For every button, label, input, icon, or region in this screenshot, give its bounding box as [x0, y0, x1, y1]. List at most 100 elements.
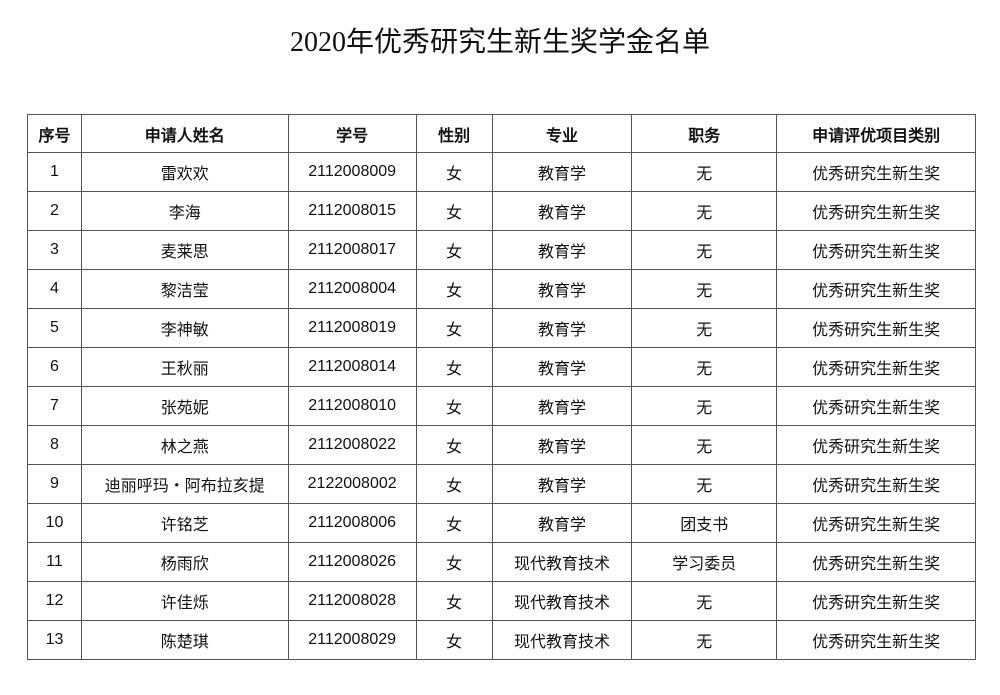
cell-category: 优秀研究生新生奖 [776, 269, 976, 309]
table-row: 1 雷欢欢 2112008009 女教育学无优秀研究生新生奖 [27, 152, 976, 192]
cell-index: 6 [27, 347, 82, 387]
cell-major: 教育学 [491, 347, 633, 387]
cell-student-id: 2112008014 [287, 347, 417, 387]
cell-category: 优秀研究生新生奖 [776, 464, 976, 504]
cell-position: 无 [631, 620, 778, 660]
cell-student-id: 2112008019 [287, 308, 417, 348]
cell-student-id: 2112008026 [287, 542, 417, 582]
cell-student-id: 2112008017 [287, 230, 417, 270]
cell-student-id: 2112008009 [287, 152, 417, 192]
table-row: 5 李神敏 2112008019 女教育学无优秀研究生新生奖 [27, 308, 976, 348]
page-title: 2020年优秀研究生新生奖学金名单 [289, 27, 710, 58]
cell-name: 李海 [80, 191, 289, 231]
cell-major: 现代教育技术 [491, 542, 633, 582]
cell-position: 无 [631, 581, 778, 621]
cell-student-id: 2112008022 [287, 425, 417, 465]
cell-major: 现代教育技术 [491, 620, 633, 660]
cell-major: 教育学 [491, 425, 633, 465]
cell-name: 许佳烁 [80, 581, 289, 621]
cell-major: 教育学 [491, 152, 633, 192]
cell-index: 11 [27, 542, 82, 582]
cell-position: 无 [631, 152, 778, 192]
cell-index: 8 [27, 425, 82, 465]
cell-name: 杨雨欣 [80, 542, 289, 582]
cell-name: 迪丽呼玛・阿布拉亥提 [80, 464, 289, 504]
scholarship-table: 序号 申请人姓名 学号 性别 专业 职务 申请评优项目类别 1 雷欢欢 2112008009 女教… [27, 114, 976, 660]
header-col-position: 职务 [631, 114, 778, 153]
table-row: 8 林之燕 2112008022 女教育学无优秀研究生新生奖 [27, 425, 976, 465]
cell-gender: 女 [415, 542, 493, 582]
cell-category: 优秀研究生新生奖 [776, 581, 976, 621]
cell-index: 13 [27, 620, 82, 660]
cell-position: 学习委员 [631, 542, 778, 582]
cell-gender: 女 [415, 152, 493, 192]
cell-gender: 女 [415, 308, 493, 348]
cell-index: 2 [27, 191, 82, 231]
cell-position: 无 [631, 386, 778, 426]
cell-gender: 女 [415, 269, 493, 309]
table-row: 12 许佳烁 2112008028 女现代教育技术无优秀研究生新生奖 [27, 581, 976, 621]
cell-gender: 女 [415, 620, 493, 660]
cell-category: 优秀研究生新生奖 [776, 308, 976, 348]
cell-student-id: 2112008006 [287, 503, 417, 543]
cell-index: 1 [27, 152, 82, 192]
table-row: 9 迪丽呼玛・阿布拉亥提 2122008002 女教育学无优秀研究生新生奖 [27, 464, 976, 504]
cell-gender: 女 [415, 581, 493, 621]
cell-category: 优秀研究生新生奖 [776, 191, 976, 231]
cell-category: 优秀研究生新生奖 [776, 347, 976, 387]
cell-major: 教育学 [491, 191, 633, 231]
cell-position: 无 [631, 230, 778, 270]
cell-index: 9 [27, 464, 82, 504]
cell-major: 教育学 [491, 308, 633, 348]
cell-name: 陈楚琪 [80, 620, 289, 660]
cell-student-id: 2122008002 [287, 464, 417, 504]
cell-position: 团支书 [631, 503, 778, 543]
cell-index: 4 [27, 269, 82, 309]
cell-name: 林之燕 [80, 425, 289, 465]
cell-major: 教育学 [491, 269, 633, 309]
header-col-category: 申请评优项目类别 [776, 114, 976, 153]
cell-category: 优秀研究生新生奖 [776, 425, 976, 465]
cell-name: 雷欢欢 [80, 152, 289, 192]
cell-major: 教育学 [491, 230, 633, 270]
cell-gender: 女 [415, 503, 493, 543]
cell-major: 现代教育技术 [491, 581, 633, 621]
cell-position: 无 [631, 308, 778, 348]
cell-student-id: 2112008015 [287, 191, 417, 231]
cell-position: 无 [631, 191, 778, 231]
cell-index: 7 [27, 386, 82, 426]
table-row: 11 杨雨欣 2112008026 女现代教育技术 学习委员 优秀研究生新生奖 [27, 542, 976, 582]
header-col-name: 申请人姓名 [80, 114, 289, 153]
cell-student-id: 2112008029 [287, 620, 417, 660]
cell-major: 教育学 [491, 503, 633, 543]
cell-name: 麦莱思 [80, 230, 289, 270]
table-row: 2 李海 2112008015 女教育学无优秀研究生新生奖 [27, 191, 976, 231]
cell-position: 无 [631, 269, 778, 309]
cell-gender: 女 [415, 464, 493, 504]
cell-category: 优秀研究生新生奖 [776, 620, 976, 660]
cell-category: 优秀研究生新生奖 [776, 230, 976, 270]
header-col-index: 序号 [27, 114, 82, 153]
cell-gender: 女 [415, 425, 493, 465]
cell-major: 教育学 [491, 386, 633, 426]
cell-gender: 女 [415, 230, 493, 270]
cell-category: 优秀研究生新生奖 [776, 542, 976, 582]
header-row: 序号 申请人姓名 学号 性别 专业 职务 申请评优项目类别 [27, 114, 976, 153]
table-row: 3 麦莱思 2112008017 女教育学无优秀研究生新生奖 [27, 230, 976, 270]
cell-position: 无 [631, 425, 778, 465]
cell-gender: 女 [415, 347, 493, 387]
cell-position: 无 [631, 347, 778, 387]
cell-category: 优秀研究生新生奖 [776, 152, 976, 192]
table-row: 6 王秋丽 2112008014 女教育学无优秀研究生新生奖 [27, 347, 976, 387]
cell-name: 李神敏 [80, 308, 289, 348]
cell-student-id: 2112008010 [287, 386, 417, 426]
cell-index: 5 [27, 308, 82, 348]
table-row: 4 黎洁莹 2112008004 女教育学无优秀研究生新生奖 [27, 269, 976, 309]
cell-category: 优秀研究生新生奖 [776, 386, 976, 426]
cell-name: 张苑妮 [80, 386, 289, 426]
cell-student-id: 2112008028 [287, 581, 417, 621]
table-row: 13 陈楚琪 2112008029 女现代教育技术无优秀研究生新生奖 [27, 620, 976, 660]
cell-name: 黎洁莹 [80, 269, 289, 309]
header-col-student-id: 学号 [287, 114, 417, 153]
table-row: 7 张苑妮 2112008010 女教育学无优秀研究生新生奖 [27, 386, 976, 426]
